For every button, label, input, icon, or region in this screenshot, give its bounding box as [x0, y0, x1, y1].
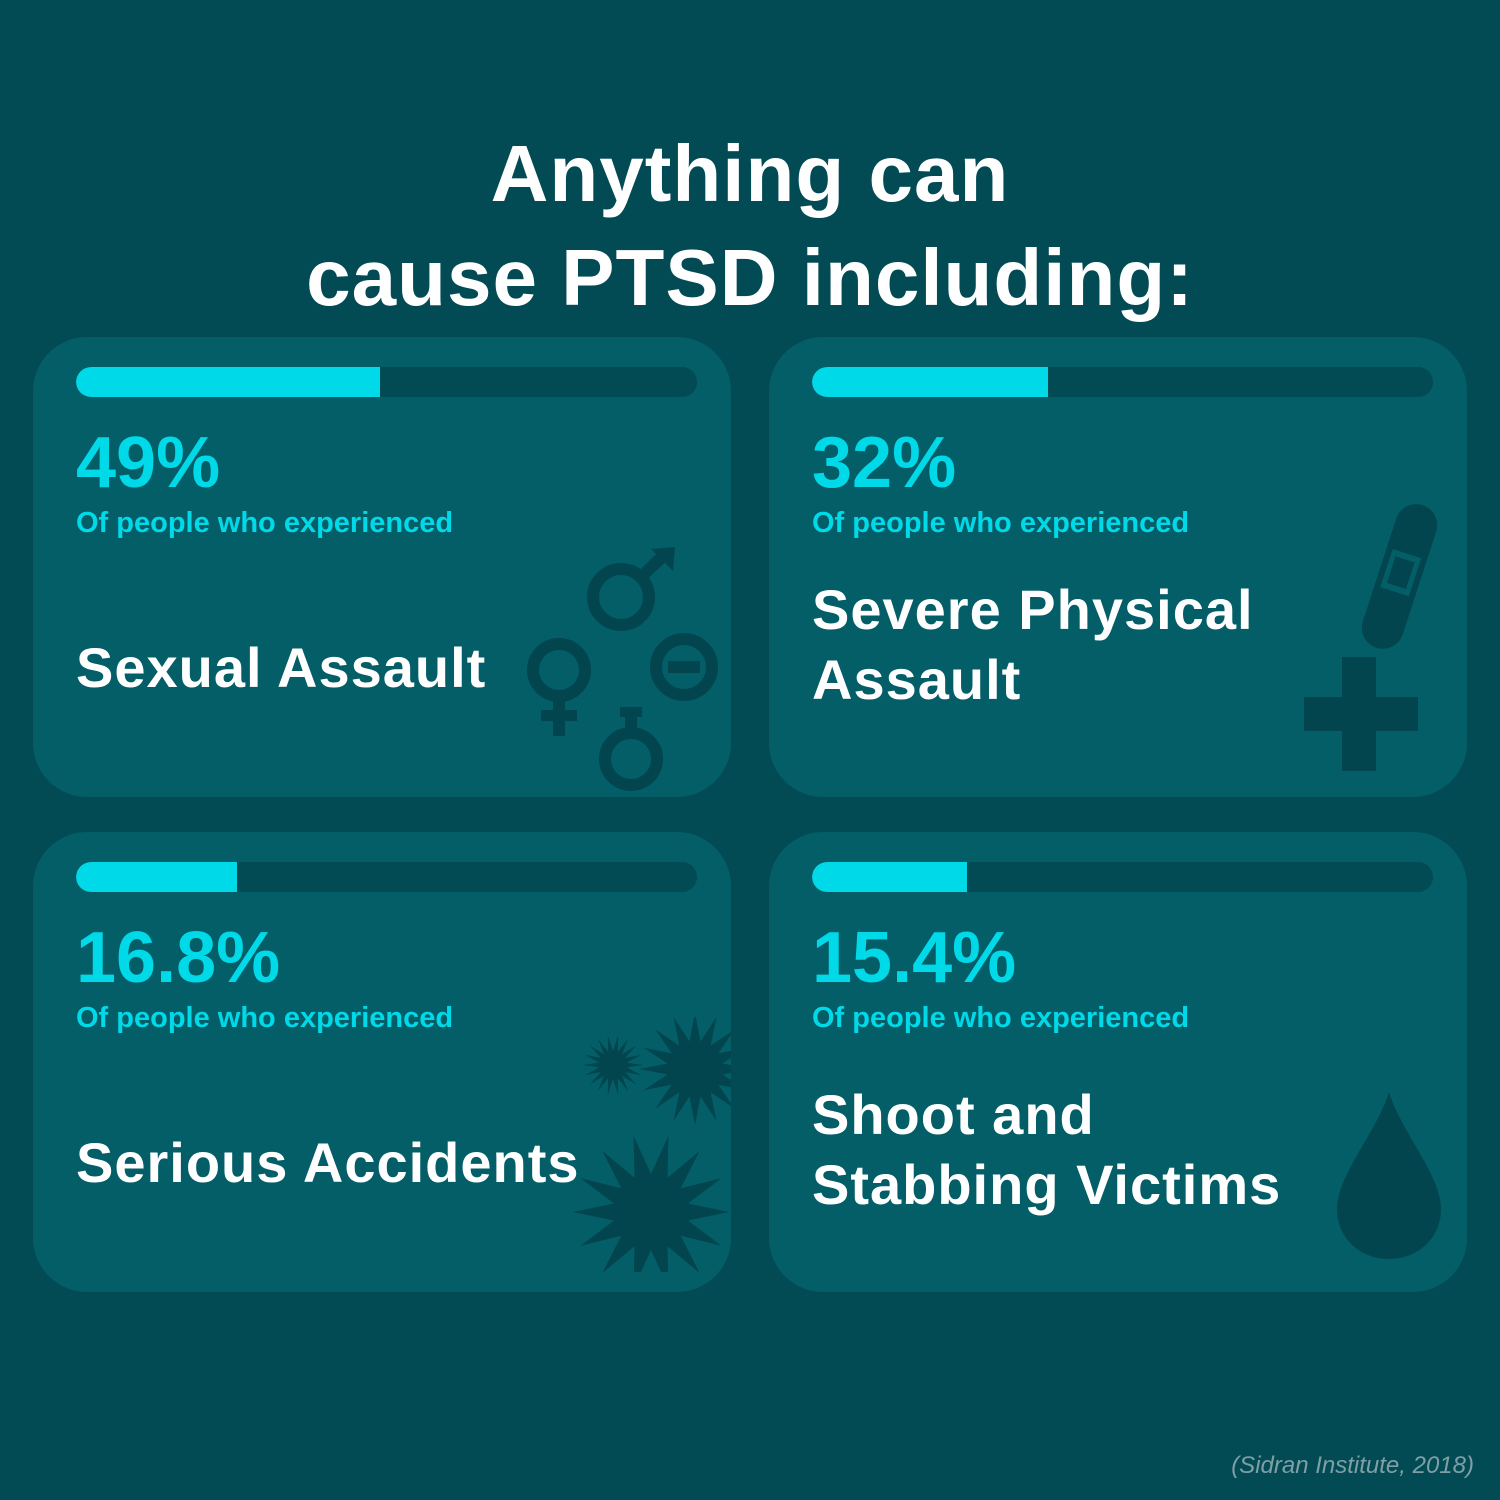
progress-bar-fill — [76, 862, 238, 892]
stat-card-shoot-and-stabbing-victims: 15.4% Of people who experienced Shoot an… — [769, 832, 1467, 1292]
stat-label: Serious Accidents — [76, 1128, 580, 1198]
stat-label-line: Severe Physical — [812, 578, 1254, 641]
bandage-cross-icon — [1304, 504, 1438, 771]
progress-bar-fill — [812, 862, 968, 892]
progress-bar — [76, 367, 697, 397]
stat-subtitle: Of people who experienced — [76, 1002, 454, 1034]
stat-subtitle: Of people who experienced — [76, 507, 454, 539]
title-line-2: cause PTSD including: — [306, 232, 1194, 322]
source-citation: (Sidran Institute, 2018) — [1231, 1452, 1474, 1479]
progress-bar-fill — [812, 367, 1048, 397]
stat-card-sexual-assault: 49% Of people who experienced Sexual Ass… — [33, 337, 731, 797]
stat-label-line: Serious Accidents — [76, 1131, 580, 1194]
stat-card-severe-physical-assault: 32% Of people who experienced Severe Phy… — [769, 337, 1467, 797]
progress-bar — [76, 862, 697, 892]
page-title: Anything can cause PTSD including: — [0, 122, 1500, 330]
stat-label: Sexual Assault — [76, 633, 486, 703]
stat-percent: 32% — [812, 423, 957, 503]
progress-bar-fill — [76, 367, 381, 397]
progress-bar — [812, 367, 1433, 397]
explosion-burst-icon — [573, 1017, 731, 1272]
stat-label-line: Sexual Assault — [76, 636, 487, 699]
stat-label-line: Assault — [812, 648, 1022, 711]
stat-card-serious-accidents: 16.8% Of people who experienced Serious … — [33, 832, 731, 1292]
stat-subtitle: Of people who experienced — [812, 1002, 1190, 1034]
blood-drop-icon — [1337, 1092, 1441, 1259]
progress-bar — [812, 862, 1433, 892]
stat-label: Shoot and Stabbing Victims — [812, 1080, 1281, 1220]
stat-subtitle: Of people who experienced — [812, 507, 1190, 539]
stat-label-line: Stabbing Victims — [812, 1153, 1282, 1216]
stat-percent: 49% — [76, 423, 221, 503]
stat-percent: 16.8% — [76, 918, 281, 998]
stat-label-line: Shoot and — [812, 1083, 1095, 1146]
stat-percent: 15.4% — [812, 918, 1017, 998]
title-line-1: Anything can — [490, 128, 1010, 218]
gender-symbols-icon — [527, 547, 718, 791]
stat-label: Severe Physical Assault — [812, 575, 1254, 715]
